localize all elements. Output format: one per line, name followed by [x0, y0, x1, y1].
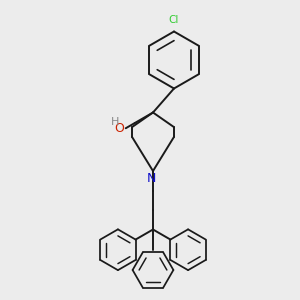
Text: O: O [114, 122, 124, 135]
Text: Cl: Cl [169, 15, 179, 25]
Text: N: N [147, 172, 156, 185]
Text: H: H [111, 117, 119, 127]
